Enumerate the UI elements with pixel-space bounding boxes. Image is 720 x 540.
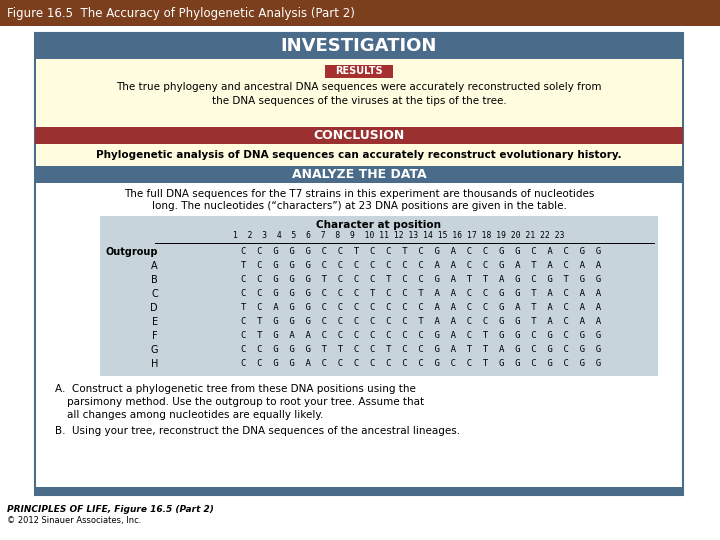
Text: D: D: [150, 303, 158, 313]
Text: The full DNA sequences for the T7 strains in this experiment are thousands of nu: The full DNA sequences for the T7 strain…: [124, 189, 594, 199]
Text: B.  Using your tree, reconstruct the DNA sequences of the ancestral lineages.: B. Using your tree, reconstruct the DNA …: [55, 426, 460, 436]
Text: C  C  G  G  G  C  C  C  T  C  C  T  A  A  C  C  G  G  T  A  C  A  A: C C G G G C C C T C C T A A C C G G T A …: [241, 289, 601, 299]
Text: Outgroup: Outgroup: [106, 247, 158, 257]
Text: INVESTIGATION: INVESTIGATION: [281, 37, 437, 55]
Text: C  T  G  A  A  C  C  C  C  C  C  C  G  A  C  T  G  G  C  G  C  G  G: C T G A A C C C C C C C G A C T G G C G …: [241, 332, 601, 341]
Text: C  C  G  G  G  T  T  C  C  T  C  C  G  A  T  T  A  G  C  G  C  G  G: C C G G G T T C C T C C G A T T A G C G …: [241, 346, 601, 354]
Text: Phylogenetic analysis of DNA sequences can accurately reconstruct evolutionary h: Phylogenetic analysis of DNA sequences c…: [96, 150, 622, 160]
Text: The true phylogeny and ancestral DNA sequences were accurately reconstructed sol: The true phylogeny and ancestral DNA seq…: [116, 82, 602, 92]
FancyBboxPatch shape: [36, 144, 682, 166]
Text: C  C  G  G  G  C  C  T  C  C  T  C  G  A  C  C  G  G  C  A  C  G  G: C C G G G C C T C C T C G A C C G G C A …: [241, 247, 601, 256]
Text: Figure 16.5  The Accuracy of Phylogenetic Analysis (Part 2): Figure 16.5 The Accuracy of Phylogenetic…: [7, 6, 355, 19]
Text: 1  2  3  4  5  6  7  8  9  10 11 12 13 14 15 16 17 18 19 20 21 22 23: 1 2 3 4 5 6 7 8 9 10 11 12 13 14 15 16 1…: [233, 232, 564, 240]
Text: parsimony method. Use the outgroup to root your tree. Assume that: parsimony method. Use the outgroup to ro…: [67, 397, 424, 407]
FancyBboxPatch shape: [0, 0, 720, 26]
Text: E: E: [152, 317, 158, 327]
FancyBboxPatch shape: [325, 65, 393, 78]
Text: B: B: [151, 275, 158, 285]
Text: A: A: [151, 261, 158, 271]
Text: Character at position: Character at position: [317, 220, 441, 230]
Text: the DNA sequences of the viruses at the tips of the tree.: the DNA sequences of the viruses at the …: [212, 96, 506, 106]
Text: CONCLUSION: CONCLUSION: [313, 129, 405, 142]
FancyBboxPatch shape: [35, 166, 683, 183]
Text: ANALYZE THE DATA: ANALYZE THE DATA: [292, 168, 426, 181]
FancyBboxPatch shape: [35, 33, 683, 495]
Text: all changes among nucleotides are equally likely.: all changes among nucleotides are equall…: [67, 410, 323, 420]
Text: T  C  G  G  G  C  C  C  C  C  C  C  A  A  C  C  G  A  T  A  C  A  A: T C G G G C C C C C C C A A C C G A T A …: [241, 261, 601, 271]
FancyBboxPatch shape: [35, 127, 683, 144]
Text: PRINCIPLES OF LIFE, Figure 16.5 (Part 2): PRINCIPLES OF LIFE, Figure 16.5 (Part 2): [7, 504, 214, 514]
Text: C: C: [151, 289, 158, 299]
Text: F: F: [153, 331, 158, 341]
Text: A.  Construct a phylogenetic tree from these DNA positions using the: A. Construct a phylogenetic tree from th…: [55, 384, 416, 394]
Text: © 2012 Sinauer Associates, Inc.: © 2012 Sinauer Associates, Inc.: [7, 516, 141, 525]
Text: long. The nucleotides (“characters”) at 23 DNA positions are given in the table.: long. The nucleotides (“characters”) at …: [152, 201, 567, 211]
FancyBboxPatch shape: [100, 216, 658, 376]
Text: T  C  A  G  G  C  C  C  C  C  C  C  A  A  C  C  G  A  T  A  C  A  A: T C A G G C C C C C C C A A C C G A T A …: [241, 303, 601, 313]
Text: RESULTS: RESULTS: [336, 66, 383, 77]
Text: C  C  G  G  A  C  C  C  C  C  C  C  G  C  C  T  G  G  C  G  C  G  G: C C G G A C C C C C C C G C C T G G C G …: [241, 360, 601, 368]
FancyBboxPatch shape: [35, 487, 683, 495]
Text: G: G: [150, 345, 158, 355]
Text: C  T  G  G  G  C  C  C  C  C  C  T  A  A  C  C  G  G  T  A  C  A  A: C T G G G C C C C C C T A A C C G G T A …: [241, 318, 601, 327]
Text: C  C  G  G  G  T  C  C  C  T  C  C  G  A  T  T  A  G  C  G  T  G  G: C C G G G T C C C T C C G A T T A G C G …: [241, 275, 601, 285]
FancyBboxPatch shape: [35, 33, 683, 59]
Text: H: H: [150, 359, 158, 369]
FancyBboxPatch shape: [36, 59, 682, 127]
